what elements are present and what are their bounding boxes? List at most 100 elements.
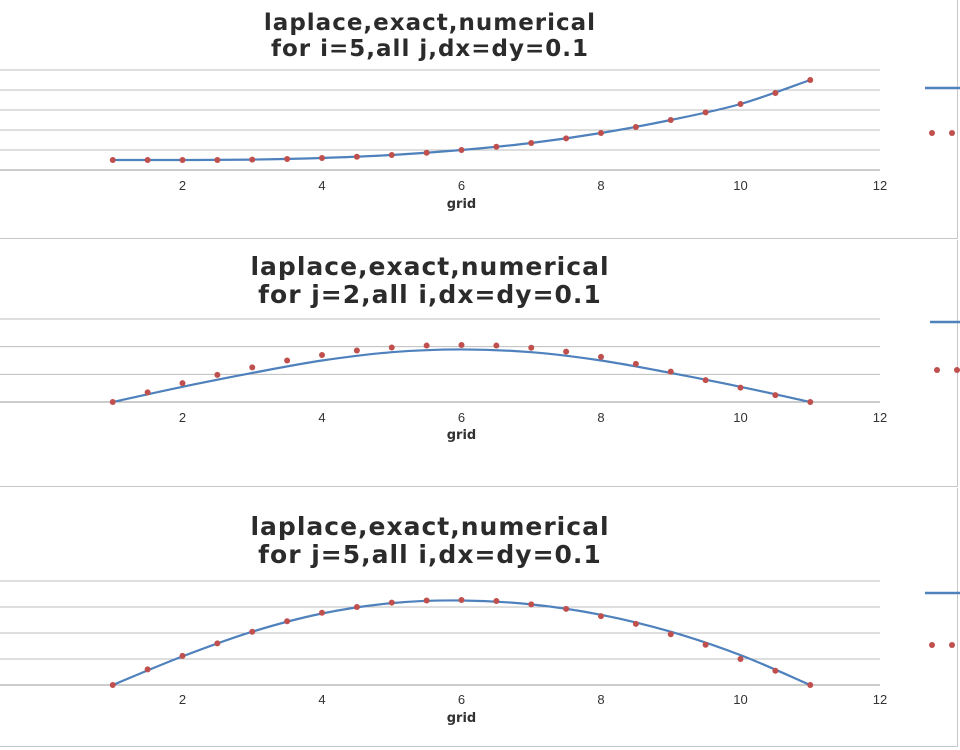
numerical-data-point bbox=[423, 342, 430, 349]
numerical-data-point bbox=[772, 90, 779, 96]
chart-title: laplace,exact,numerical bbox=[250, 512, 610, 541]
legend-dot-swatch bbox=[929, 130, 935, 136]
numerical-data-point bbox=[598, 613, 604, 620]
numerical-data-point bbox=[598, 353, 604, 360]
numerical-data-point bbox=[632, 620, 639, 627]
panel-divider bbox=[0, 488, 958, 747]
numerical-data-point bbox=[319, 351, 325, 358]
numerical-data-point bbox=[249, 156, 256, 163]
numerical-data-point bbox=[702, 377, 709, 384]
numerical-data-point bbox=[667, 631, 674, 638]
x-tick-label: 4 bbox=[318, 178, 325, 193]
numerical-data-point bbox=[423, 149, 430, 156]
numerical-data-point bbox=[598, 130, 604, 136]
x-tick-label: 2 bbox=[179, 410, 186, 425]
numerical-data-point bbox=[807, 682, 814, 688]
numerical-data-point bbox=[563, 348, 570, 355]
numerical-data-point bbox=[807, 399, 814, 405]
numerical-data-point bbox=[528, 140, 535, 146]
numerical-data-point bbox=[388, 152, 395, 158]
numerical-data-point bbox=[563, 135, 570, 142]
numerical-data-point bbox=[458, 147, 465, 153]
numerical-data-point bbox=[109, 399, 116, 405]
legend-dot-swatch bbox=[949, 130, 955, 136]
numerical-data-point bbox=[772, 667, 779, 674]
x-axis-label: grid bbox=[447, 711, 476, 726]
numerical-data-point bbox=[667, 368, 674, 375]
chart-plot-3: 2 4 6 8 10 12 grid bbox=[0, 580, 960, 726]
numerical-data-point bbox=[179, 652, 186, 659]
numerical-data-point bbox=[772, 392, 779, 399]
chart-panel-1: laplace,exact,numerical for i=5,all j,dx… bbox=[0, 0, 960, 240]
panel-divider bbox=[0, 240, 958, 487]
numerical-data-point bbox=[632, 360, 639, 367]
numerical-data-point bbox=[144, 157, 151, 163]
numerical-data-point bbox=[458, 342, 465, 349]
x-tick-label: 8 bbox=[597, 178, 604, 193]
numerical-data-point bbox=[528, 344, 535, 351]
numerical-data-point bbox=[249, 628, 256, 635]
x-tick-label: 6 bbox=[458, 692, 465, 707]
numerical-data-point bbox=[737, 656, 744, 662]
numerical-data-point bbox=[737, 101, 744, 107]
numerical-data-point bbox=[528, 601, 535, 608]
chart-panel-3: laplace,exact,numerical for j=5,all i,dx… bbox=[0, 488, 960, 750]
x-tick-label: 4 bbox=[318, 410, 325, 425]
numerical-data-point bbox=[109, 157, 116, 163]
numerical-data-point bbox=[319, 609, 325, 616]
chart-plot-2: 2 4 6 8 10 12 grid bbox=[0, 318, 960, 443]
chart-subtitle: for j=5,all i,dx=dy=0.1 bbox=[258, 540, 602, 569]
legend-dot-swatch bbox=[934, 367, 940, 373]
numerical-data-point bbox=[388, 599, 395, 606]
numerical-data-point bbox=[388, 344, 395, 351]
numerical-data-point bbox=[667, 117, 674, 123]
numerical-data-point bbox=[284, 156, 291, 162]
numerical-data-point bbox=[632, 124, 639, 130]
x-tick-label: 8 bbox=[597, 692, 604, 707]
chart-title: laplace,exact,numerical bbox=[263, 10, 597, 36]
numerical-data-point bbox=[144, 666, 151, 673]
x-tick-label: 2 bbox=[179, 178, 186, 193]
numerical-data-point bbox=[807, 77, 814, 83]
chart-panel-2: laplace,exact,numerical for j=2,all i,dx… bbox=[0, 240, 960, 488]
numerical-data-point bbox=[319, 155, 325, 161]
numerical-data-point bbox=[109, 682, 116, 688]
numerical-data-point bbox=[144, 389, 151, 396]
x-tick-label: 12 bbox=[873, 692, 887, 707]
exact-series-line bbox=[112, 348, 811, 404]
numerical-data-point bbox=[493, 598, 500, 605]
chart-plot-1: 2 4 6 8 10 12 grid bbox=[0, 69, 960, 212]
numerical-data-point bbox=[702, 641, 709, 648]
x-tick-label: 6 bbox=[458, 178, 465, 193]
panel-divider bbox=[0, 0, 958, 239]
numerical-data-point bbox=[737, 384, 744, 391]
x-tick-label: 2 bbox=[179, 692, 186, 707]
x-tick-label: 6 bbox=[458, 410, 465, 425]
numerical-data-point bbox=[353, 153, 360, 160]
x-axis-label: grid bbox=[447, 197, 476, 212]
numerical-data-point bbox=[249, 364, 256, 371]
x-tick-label: 12 bbox=[873, 178, 887, 193]
chart-subtitle: for j=2,all i,dx=dy=0.1 bbox=[258, 280, 602, 309]
numerical-data-point bbox=[179, 380, 186, 387]
numerical-data-point bbox=[423, 597, 430, 604]
numerical-data-point bbox=[284, 357, 291, 364]
chart-subtitle: for i=5,all j,dx=dy=0.1 bbox=[270, 36, 589, 62]
x-tick-label: 4 bbox=[318, 692, 325, 707]
numerical-data-point bbox=[563, 605, 570, 612]
numerical-data-point bbox=[702, 109, 709, 116]
numerical-data-point bbox=[493, 342, 500, 349]
x-axis-label: grid bbox=[447, 428, 476, 443]
numerical-data-point bbox=[353, 347, 360, 354]
legend-dot-swatch bbox=[954, 367, 960, 373]
chart-title: laplace,exact,numerical bbox=[250, 252, 610, 281]
numerical-data-point bbox=[353, 604, 360, 610]
numerical-data-point bbox=[493, 143, 500, 150]
x-tick-label: 8 bbox=[597, 410, 604, 425]
legend-dot-swatch bbox=[949, 642, 955, 648]
numerical-data-point bbox=[284, 618, 291, 625]
x-tick-label: 10 bbox=[733, 178, 747, 193]
numerical-data-point bbox=[214, 371, 221, 378]
numerical-data-point bbox=[179, 157, 186, 163]
numerical-data-point bbox=[214, 640, 221, 647]
